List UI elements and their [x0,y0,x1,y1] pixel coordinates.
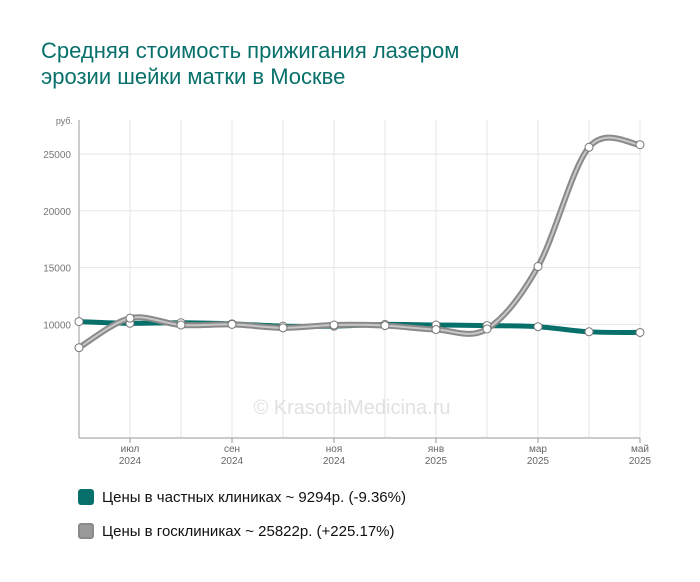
x-tick-month: май [631,444,649,455]
data-point-public [635,140,645,150]
legend-swatch-public [78,523,94,539]
legend-item-public: Цены в госклиниках ~ 25822р. (+225.17%) [78,521,406,541]
watermark: © KrasotaiMedicina.ru [253,397,450,419]
x-tick-year: 2025 [425,456,448,467]
y-tick-label: 20000 [43,207,71,218]
data-point-private [635,327,645,337]
legend: Цены в частных клиниках ~ 9294р. (-9.36%… [78,487,406,555]
data-point-public [125,313,135,323]
data-point-public [533,262,543,272]
y-tick-label: 15000 [43,264,71,275]
legend-label-public: Цены в госклиниках ~ 25822р. (+225.17%) [102,522,395,540]
data-point-private [74,317,84,327]
x-tick-month: июл [121,444,140,455]
data-point-public [176,320,186,330]
x-tick-month: ноя [326,444,343,455]
y-tick-label: 10000 [43,320,71,331]
series-line-public-outline [76,134,643,351]
data-point-public [329,320,339,330]
x-tick-month: мар [529,444,547,455]
x-tick-year: 2025 [629,456,652,467]
legend-swatch-private [78,489,94,505]
x-tick-year: 2024 [323,456,346,467]
data-point-public [482,324,492,334]
chart-title: Средняя стоимость прижигания лазером эро… [41,38,460,89]
x-tick-month: сен [224,444,240,455]
legend-item-private: Цены в частных клиниках ~ 9294р. (-9.36%… [78,487,406,507]
data-point-public [380,321,390,331]
x-tick-year: 2025 [527,456,550,467]
data-point-public [227,319,237,329]
legend-label-private: Цены в частных клиниках ~ 9294р. (-9.36%… [102,488,406,506]
data-point-private [584,327,594,337]
series-line-public [78,136,641,349]
data-point-public [278,323,288,333]
y-unit-label: руб. [56,116,73,126]
x-tick-year: 2024 [221,456,244,467]
x-tick-month: янв [428,444,444,455]
y-tick-label: 25000 [43,150,71,161]
data-point-public [74,343,84,353]
data-point-private [533,322,543,332]
x-tick-year: 2024 [119,456,142,467]
data-point-public [584,142,594,152]
data-point-public [431,325,441,335]
